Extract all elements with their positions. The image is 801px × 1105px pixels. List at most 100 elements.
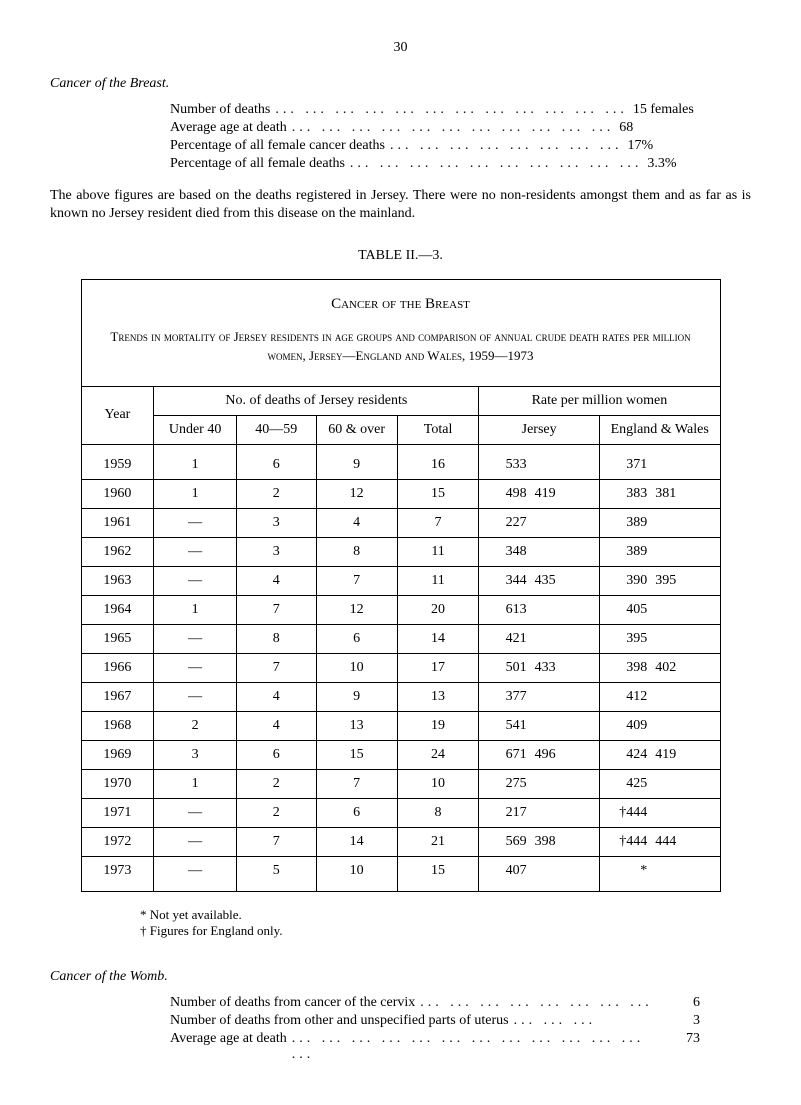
table-cell: 7 — [316, 566, 397, 595]
table-cell: 1 — [154, 444, 236, 479]
stat-label: Percentage of all female cancer deaths — [170, 138, 385, 154]
table-cell: 1961 — [81, 508, 154, 537]
table-row: 1967—4913377412 — [81, 682, 720, 711]
stat-label: Average age at death — [170, 1031, 287, 1063]
table-row: 1960121215498419383381 — [81, 479, 720, 508]
table-cell-rate: †444 — [599, 798, 720, 827]
table-row: 1965—8614421395 — [81, 624, 720, 653]
th-60over: 60 & over — [316, 415, 397, 444]
table-cell-rate: 275 — [479, 769, 600, 798]
table-cell: 12 — [316, 595, 397, 624]
table-cell: 1968 — [81, 711, 154, 740]
table-cell: 6 — [236, 444, 316, 479]
table-cell: 19 — [397, 711, 479, 740]
section1-paragraph: The above figures are based on the death… — [50, 187, 751, 223]
table-cell: 24 — [397, 740, 479, 769]
table-cell: 7 — [236, 827, 316, 856]
table-cell-rate: 613 — [479, 595, 600, 624]
table-cell-rate: 390395 — [599, 566, 720, 595]
table-cell: 2 — [154, 711, 236, 740]
stat-value: 73 — [670, 1031, 700, 1063]
table-cell: 9 — [316, 444, 397, 479]
table-cell: 8 — [236, 624, 316, 653]
header-row: Year No. of deaths of Jersey residents R… — [81, 386, 720, 415]
table-subtitle: Trends in mortality of Jersey residents … — [90, 323, 712, 379]
table-cell: 9 — [316, 682, 397, 711]
table-cell-rate: †444444 — [599, 827, 720, 856]
table-row: 1968241319541409 — [81, 711, 720, 740]
table-cell: 4 — [236, 682, 316, 711]
th-deaths-group: No. of deaths of Jersey residents — [154, 386, 479, 415]
table-cell: 1969 — [81, 740, 154, 769]
dots: ... ... ... ... ... ... ... ... ... ... — [350, 156, 643, 172]
th-total: Total — [397, 415, 479, 444]
th-jersey: Jersey — [479, 415, 600, 444]
dots: ... ... ... ... ... ... ... ... ... ... … — [275, 102, 628, 118]
table-cell-rate: 344435 — [479, 566, 600, 595]
table-cell: — — [154, 798, 236, 827]
table-cell: 2 — [236, 769, 316, 798]
table-cell-rate: 501433 — [479, 653, 600, 682]
table-cell-rate: 395 — [599, 624, 720, 653]
th-under40: Under 40 — [154, 415, 236, 444]
stat-value: 68 — [619, 120, 633, 136]
table-cell-rate: 424419 — [599, 740, 720, 769]
table-cell: 8 — [397, 798, 479, 827]
table-cell-rate: 383381 — [599, 479, 720, 508]
table-cell: 13 — [397, 682, 479, 711]
table-cell: — — [154, 566, 236, 595]
table-cell: 1966 — [81, 653, 154, 682]
stat-label: Number of deaths from other and unspecif… — [170, 1013, 509, 1029]
table-row: 1972—71421569398†444444 — [81, 827, 720, 856]
table-cell-rate: 389 — [599, 537, 720, 566]
table-cell: 1960 — [81, 479, 154, 508]
dots: ... ... ... ... ... ... ... ... — [390, 138, 623, 154]
table-cell: 15 — [397, 479, 479, 508]
table-cell-rate: 541 — [479, 711, 600, 740]
table-cell: 10 — [316, 856, 397, 891]
table-cell: 11 — [397, 537, 479, 566]
table-cell: 6 — [316, 798, 397, 827]
table-cell-rate: 371 — [599, 444, 720, 479]
section1-title: Cancer of the Breast. — [50, 76, 751, 92]
table-cell: 7 — [397, 508, 479, 537]
stat-value: 3.3% — [647, 156, 676, 172]
table-row: 1969361524671496424419 — [81, 740, 720, 769]
table-cell: — — [154, 827, 236, 856]
table-cell-rate: 398402 — [599, 653, 720, 682]
stat-row: Number of deaths ... ... ... ... ... ...… — [170, 102, 751, 118]
table-cell: — — [154, 856, 236, 891]
table-row: 1973—51015407* — [81, 856, 720, 891]
table-cell: 1 — [154, 595, 236, 624]
table-cell-rate: 377 — [479, 682, 600, 711]
table-cell: 15 — [316, 740, 397, 769]
table-cell: — — [154, 653, 236, 682]
table-cell-rate: 217 — [479, 798, 600, 827]
table-row: 1971—268217†444 — [81, 798, 720, 827]
stat-value: 17% — [627, 138, 653, 154]
table-cell: 14 — [316, 827, 397, 856]
table-cell: 1 — [154, 769, 236, 798]
table-cell-rate: 405 — [599, 595, 720, 624]
table-cell: 13 — [316, 711, 397, 740]
table-title: TABLE II.—3. — [50, 248, 751, 264]
table-cell-rate: 389 — [599, 508, 720, 537]
table-cell: 2 — [236, 798, 316, 827]
table-cell: 7 — [236, 595, 316, 624]
table-cell: 1970 — [81, 769, 154, 798]
stat-label: Percentage of all female deaths — [170, 156, 345, 172]
table-cell-rate: 671496 — [479, 740, 600, 769]
table-cell: 1959 — [81, 444, 154, 479]
table-cell: 5 — [236, 856, 316, 891]
stat-label: Number of deaths — [170, 102, 270, 118]
table-cell: 20 — [397, 595, 479, 624]
th-40-59: 40—59 — [236, 415, 316, 444]
table-cell: — — [154, 537, 236, 566]
table-cell: 2 — [236, 479, 316, 508]
table-cell: 10 — [397, 769, 479, 798]
th-england: England & Wales — [599, 415, 720, 444]
footnotes: * Not yet available. † Figures for Engla… — [140, 907, 751, 939]
th-year: Year — [81, 386, 154, 444]
table-cell: 16 — [397, 444, 479, 479]
table-cell-rate: 498419 — [479, 479, 600, 508]
